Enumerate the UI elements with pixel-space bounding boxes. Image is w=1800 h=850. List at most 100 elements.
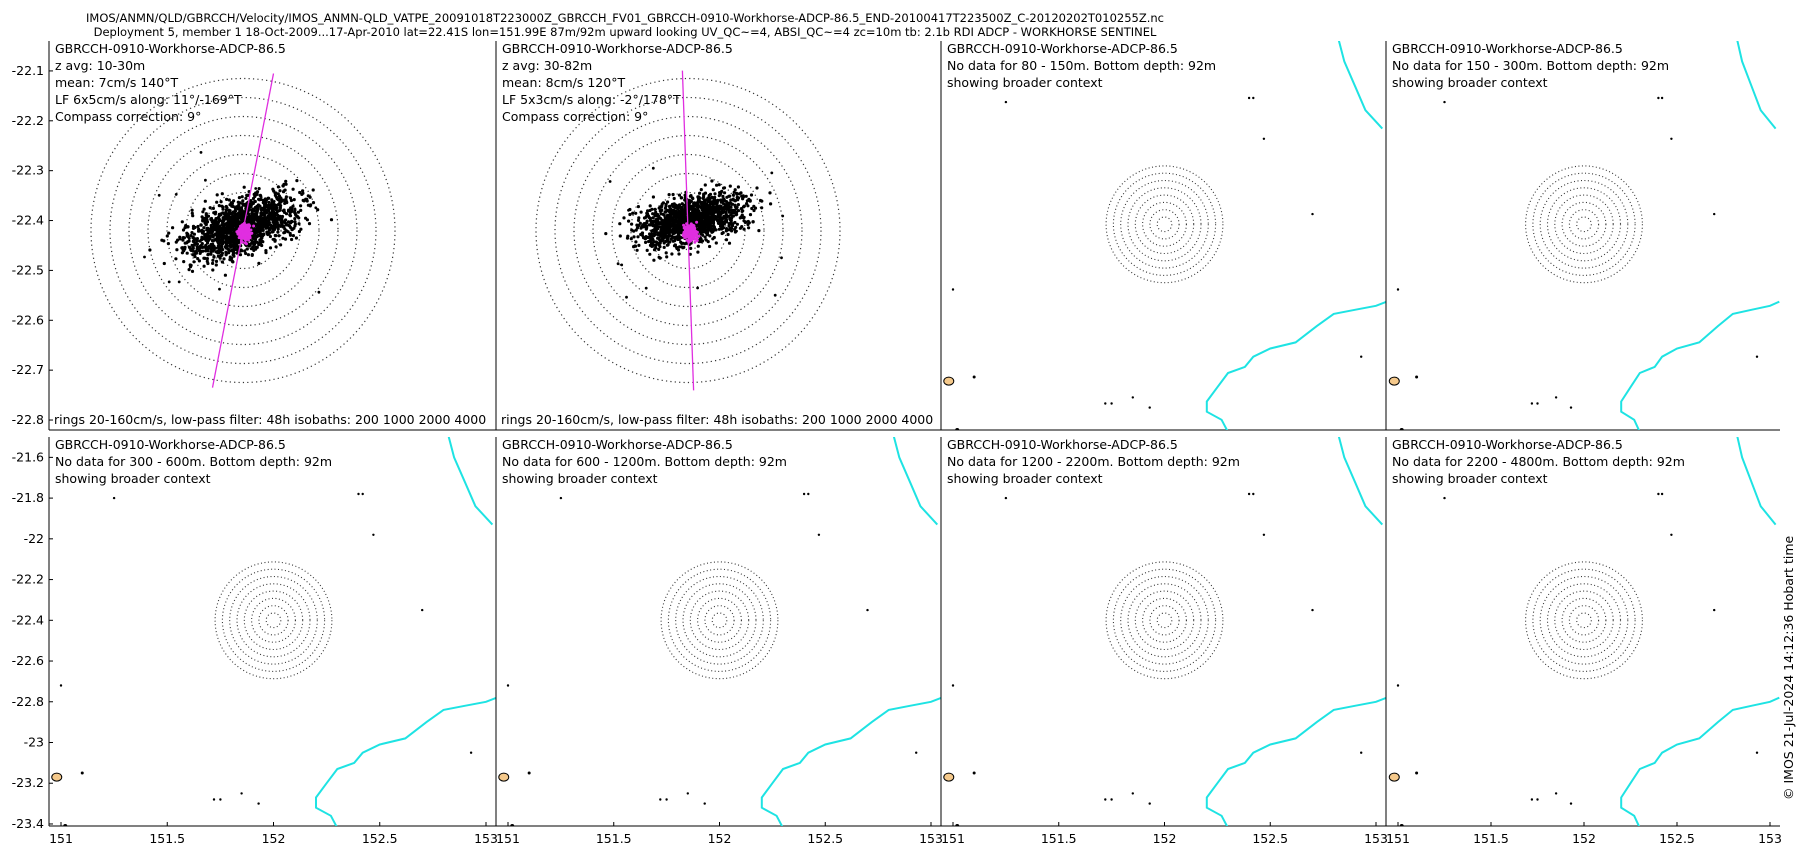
velocity-point bbox=[200, 245, 205, 249]
island bbox=[1443, 100, 1446, 104]
velocity-point bbox=[242, 185, 246, 189]
velocity-point bbox=[645, 212, 650, 216]
x-tick-label: 152.5 bbox=[1252, 831, 1288, 846]
velocity-point bbox=[644, 227, 648, 231]
velocity-point bbox=[256, 206, 260, 210]
panel-annotation: showing broader context bbox=[1392, 471, 1548, 486]
ring bbox=[704, 605, 735, 636]
ring bbox=[667, 568, 772, 672]
x-tick-label: 151.5 bbox=[596, 831, 632, 846]
velocity-point bbox=[183, 226, 187, 230]
velocity-point bbox=[316, 208, 320, 212]
velocity-point bbox=[203, 233, 207, 237]
y-tick-label: -21.8 bbox=[12, 490, 44, 505]
velocity-point bbox=[238, 212, 242, 216]
island bbox=[955, 824, 960, 826]
velocity-point bbox=[718, 198, 723, 202]
island bbox=[372, 533, 375, 536]
velocity-point bbox=[699, 231, 703, 236]
velocity-point bbox=[276, 213, 280, 217]
velocity-point bbox=[664, 251, 668, 255]
velocity-point bbox=[260, 226, 264, 230]
lowpass-point bbox=[681, 234, 685, 238]
velocity-point bbox=[273, 233, 277, 238]
velocity-point bbox=[279, 243, 283, 247]
velocity-point bbox=[253, 216, 257, 220]
ring-120cms bbox=[128, 115, 358, 346]
velocity-point bbox=[690, 214, 694, 218]
ring bbox=[1525, 165, 1643, 284]
ring bbox=[1120, 575, 1209, 665]
velocity-point bbox=[211, 268, 215, 272]
velocity-point bbox=[702, 230, 706, 234]
velocity-point bbox=[224, 208, 228, 212]
velocity-point bbox=[207, 245, 211, 250]
island bbox=[1262, 137, 1266, 140]
velocity-point bbox=[702, 211, 707, 215]
velocity-point bbox=[224, 246, 228, 250]
island bbox=[1004, 496, 1008, 500]
velocity-point bbox=[192, 232, 196, 236]
velocity-point bbox=[650, 237, 655, 241]
island bbox=[1311, 212, 1314, 216]
velocity-point bbox=[679, 240, 683, 244]
velocity-point bbox=[199, 223, 203, 227]
coastline-north bbox=[1736, 41, 1777, 130]
velocity-point bbox=[214, 237, 218, 241]
panel-annotation: showing broader context bbox=[1392, 75, 1548, 90]
island bbox=[1247, 492, 1251, 496]
velocity-point bbox=[736, 185, 741, 189]
velocity-point bbox=[650, 244, 654, 248]
ring-100cms bbox=[592, 134, 784, 327]
velocity-point bbox=[293, 217, 297, 221]
velocity-point bbox=[189, 234, 193, 238]
velocity-point bbox=[217, 204, 221, 208]
velocity-point bbox=[730, 214, 735, 218]
velocity-outlier bbox=[281, 184, 285, 188]
velocity-point bbox=[718, 192, 723, 196]
island bbox=[112, 496, 116, 500]
velocity-point bbox=[240, 209, 244, 213]
velocity-point bbox=[237, 204, 241, 208]
velocity-point bbox=[191, 253, 195, 257]
island bbox=[686, 792, 689, 795]
lowpass-point bbox=[682, 223, 686, 227]
velocity-point bbox=[231, 234, 235, 238]
velocity-point bbox=[190, 231, 194, 235]
velocity-point bbox=[257, 198, 262, 202]
velocity-point bbox=[253, 237, 258, 241]
velocity-point bbox=[294, 236, 298, 240]
panel-6: 151 151.5 152 152.5 153 GBRCCH-0910-Workhorse… bbox=[495, 437, 943, 846]
panel-annotation: showing broader context bbox=[55, 471, 211, 486]
velocity-point bbox=[670, 252, 674, 256]
velocity-point bbox=[676, 237, 680, 242]
velocity-point bbox=[658, 209, 662, 213]
velocity-point bbox=[752, 204, 756, 208]
island bbox=[1755, 751, 1759, 754]
velocity-point bbox=[669, 217, 674, 221]
island bbox=[1004, 100, 1008, 104]
velocity-point bbox=[254, 193, 258, 197]
velocity-point bbox=[224, 250, 228, 254]
island bbox=[1670, 137, 1673, 140]
ring bbox=[689, 590, 750, 651]
velocity-point bbox=[634, 240, 638, 244]
velocity-point bbox=[264, 224, 268, 228]
y-tick-label: -21.6 bbox=[12, 449, 44, 464]
velocity-point bbox=[742, 227, 746, 231]
velocity-point bbox=[251, 235, 255, 239]
panel-footer: rings 20-160cm/s, low-pass filter: 48h i… bbox=[501, 412, 933, 427]
velocity-point bbox=[252, 220, 256, 224]
ring bbox=[1105, 165, 1224, 284]
velocity-point bbox=[677, 193, 682, 197]
velocity-point bbox=[306, 194, 310, 198]
velocity-point bbox=[206, 228, 210, 232]
velocity-point bbox=[720, 216, 724, 220]
velocity-point bbox=[285, 201, 289, 205]
ring bbox=[229, 575, 318, 665]
island-reef bbox=[943, 376, 955, 386]
velocity-point bbox=[167, 231, 171, 235]
velocity-point bbox=[214, 250, 218, 254]
velocity-point bbox=[198, 246, 202, 250]
panel-plot-area bbox=[535, 70, 841, 391]
